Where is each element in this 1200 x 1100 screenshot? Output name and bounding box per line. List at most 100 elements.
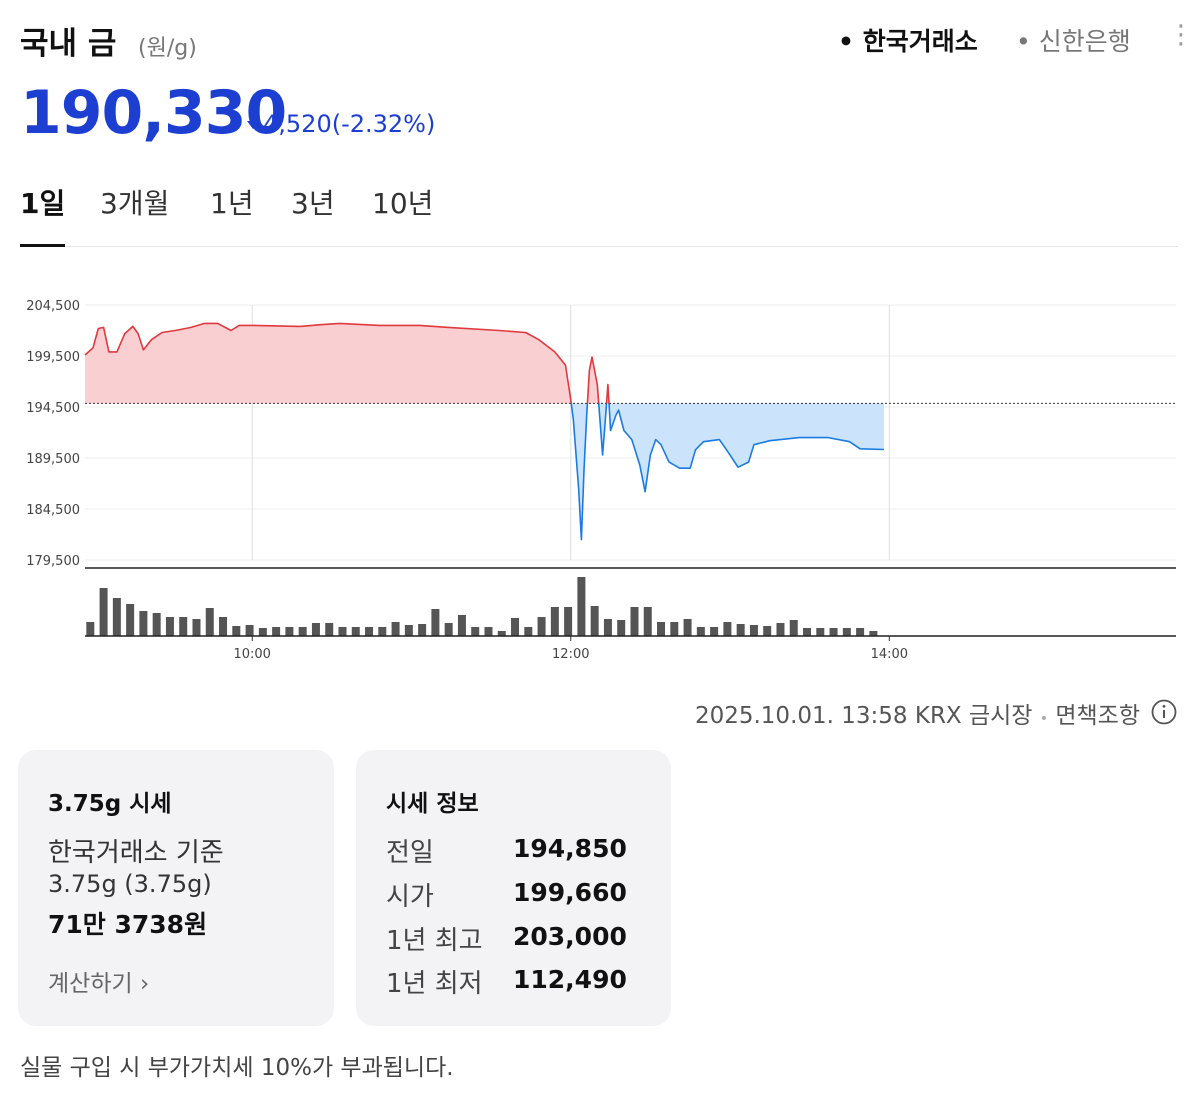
price-line [84,322,885,541]
volume-bar [630,607,639,636]
row-label: 1년 최저 [386,969,483,999]
more-menu[interactable]: ⋮ [1168,20,1194,50]
volume-bar [736,624,745,636]
change-amount: 4,520 [263,110,332,138]
volume-bar [670,622,679,636]
volume-bar [444,623,453,636]
tab[interactable]: 3년 [291,187,335,220]
volume-bar [842,628,851,636]
card-line: 71만 3738원 [48,910,208,939]
tab-divider [20,246,1178,247]
link-label: 계산하기 [48,971,133,997]
volume-bar [232,626,241,636]
volume-bar [165,617,174,636]
y-tick-label: 194,500 [26,401,80,416]
vat-note: 실물 구입 시 부가가치세 10%가 부과됩니다. [20,1055,454,1081]
volume-bar [126,604,135,636]
row-value: 112,490 [513,965,627,994]
change-percent: (-2.32%) [331,110,436,138]
card-title: 3.75g 시세 [48,791,172,817]
volume-bar [723,622,732,636]
card-line: 한국거래소 기준 [48,838,224,868]
volume-bar [829,628,838,636]
volume-bar [391,622,400,636]
volume-bar [763,626,772,636]
volume-bar [524,627,533,636]
title: 국내 금 [20,26,117,62]
source-label: 신한은행 [1038,27,1131,56]
source-option[interactable]: • 한국거래소 [838,27,978,56]
volume-bar [112,598,121,636]
volume-bar [219,617,228,636]
volume-bar [657,622,666,636]
volume-bar [643,607,652,636]
y-tick-label: 189,500 [26,452,80,467]
volume-bar [404,625,413,636]
volume-bar [338,627,347,636]
volume-bar [179,617,188,636]
card-line: 3.75g (3.75g) [48,870,212,898]
y-tick-label: 204,500 [26,299,80,314]
volume-bar [205,608,214,636]
tab-underline [20,244,65,247]
volume-bar [564,607,573,636]
source-label: 한국거래소 [862,27,978,56]
down-arrow [247,121,259,129]
volume-bar [617,620,626,636]
volume-bar [497,631,506,636]
volume-bar [245,625,254,636]
tab[interactable]: 1년 [210,187,254,220]
volume-bar [511,618,520,636]
card-title: 시세 정보 [386,791,479,817]
volume-bar [192,619,201,636]
volume-bar [577,577,586,636]
volume-bar [298,627,307,636]
volume-bar [258,628,267,636]
volume-bar [365,627,374,636]
weight-price-card: 3.75g 시세 한국거래소 기준 3.75g (3.75g) 71만 3738… [18,750,334,1026]
y-tick-label: 184,500 [26,503,80,518]
volume-bar [325,623,334,636]
volume-bar [856,628,865,636]
x-tick-label: 12:00 [552,647,589,662]
volume-bar [471,627,480,636]
price-change: 4,520(-2.32%) [263,110,435,138]
volume-bar [710,627,719,636]
disclaimer-link[interactable]: 면책조항 [1055,703,1140,729]
volume-bar [803,628,812,636]
row-label: 1년 최고 [386,926,483,956]
row-label: 전일 [386,838,434,868]
timestamp-line: 2025.10.01. 13:58 KRX 금시장 • 면책조항 [694,703,1140,729]
tab[interactable]: 10년 [372,187,434,220]
volume-bar [139,611,148,636]
volume-bar [696,627,705,636]
volume-bar [86,622,95,636]
volume-bar [152,613,161,636]
row-label: 시가 [386,882,434,912]
tab[interactable]: 1일 [20,187,66,220]
info-icon[interactable] [1150,698,1178,726]
calculate-link[interactable]: 계산하기 › [48,971,150,997]
volume-bar [418,624,427,636]
volume-bar [484,627,493,636]
y-tick-label: 179,500 [26,554,80,569]
volume-bar [816,628,825,636]
tab[interactable]: 3개월 [100,187,170,220]
volume-bar [311,623,320,636]
volume-bar [285,627,294,636]
volume-bar [351,627,360,636]
x-tick-label: 10:00 [233,647,270,662]
volume-bar [869,631,878,636]
volume-bar [590,606,599,636]
area [85,323,884,540]
volume-bar [457,615,466,636]
source-option[interactable]: • 신한은행 [1016,27,1131,56]
row-value: 194,850 [513,834,627,863]
volume-bar [749,625,758,636]
price-info-card: 시세 정보 전일 194,850 시가 199,660 1년 최고 203,00… [356,750,671,1026]
row-value: 199,660 [513,878,627,907]
volume-bar [272,627,281,636]
unit: (원/g) [138,36,197,61]
